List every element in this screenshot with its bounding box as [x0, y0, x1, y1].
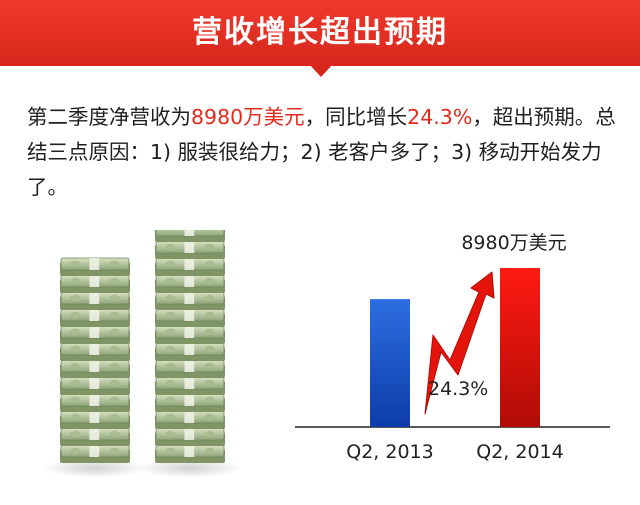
summary-text: 第二季度净营收为8980万美元，同比增长24.3%，超出预期。总结三点原因：1)… [27, 100, 619, 205]
growth-arrow-icon [424, 271, 495, 415]
bar-1 [370, 299, 410, 427]
money-stacks-illustration [42, 230, 243, 478]
bar-value-label: 8980万美元 [461, 232, 566, 254]
x-tick-label: Q2, 2013 [346, 441, 433, 463]
revenue-bar-chart: Q2, 2013 Q2, 2014 8980万美元 24.3% [295, 232, 610, 463]
summary-part-3: ，超出预期。总结三点原因：1) 服装很给力；2) 老客户多了；3) 移动开始发力… [27, 105, 616, 199]
growth-highlight: 24.3% [407, 105, 473, 129]
revenue-highlight: 8980万美元 [191, 105, 305, 129]
title-banner [0, 0, 640, 66]
summary-part-1: 第二季度净营收为 [27, 105, 191, 129]
page-title: 营收增长超出预期 [192, 15, 448, 50]
summary-part-2: ，同比增长 [304, 105, 408, 129]
banner-pointer [309, 64, 333, 77]
money-stack-left [42, 257, 148, 478]
x-tick-label: Q2, 2014 [476, 441, 563, 463]
money-stack-right [137, 230, 243, 478]
bar-2 [500, 268, 540, 427]
growth-annotation: 24.3% [428, 378, 488, 400]
